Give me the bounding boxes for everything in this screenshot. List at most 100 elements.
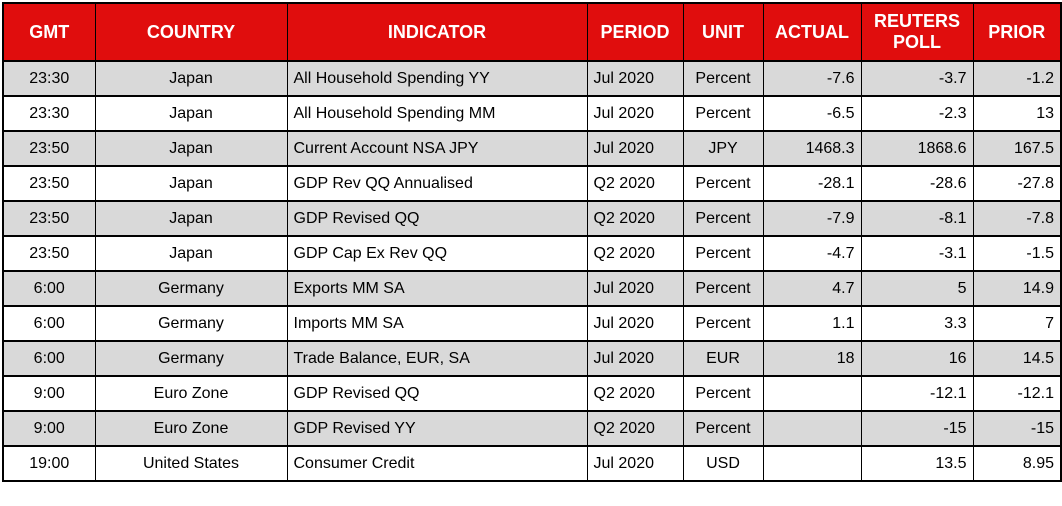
- cell-period: Jul 2020: [586, 130, 684, 167]
- cell-country: Euro Zone: [94, 410, 288, 447]
- cell-prior: 167.5: [972, 130, 1062, 167]
- table-row: 23:50 Japan GDP Revised QQ Q2 2020 Percent -7…: [2, 200, 1062, 237]
- cell-reuters-poll: 1868.6: [860, 130, 974, 167]
- cell-prior: 14.9: [972, 270, 1062, 307]
- cell-gmt: 9:00: [2, 375, 96, 412]
- cell-indicator: All Household Spending MM: [286, 95, 588, 132]
- cell-unit: Percent: [682, 60, 764, 97]
- cell-country: Germany: [94, 340, 288, 377]
- cell-actual: -4.7: [762, 235, 862, 272]
- cell-period: Q2 2020: [586, 165, 684, 202]
- cell-gmt: 23:50: [2, 165, 96, 202]
- cell-prior: 8.95: [972, 445, 1062, 482]
- table-row: 19:00 United States Consumer Credit Jul 202…: [2, 445, 1062, 482]
- cell-country: Germany: [94, 305, 288, 342]
- table-body: 23:30 Japan All Household Spending YY Jul 2…: [2, 60, 1062, 482]
- cell-period: Q2 2020: [586, 410, 684, 447]
- cell-gmt: 6:00: [2, 340, 96, 377]
- table-row: 23:50 Japan Current Account NSA JPY Jul 202…: [2, 130, 1062, 167]
- cell-country: Japan: [94, 130, 288, 167]
- cell-gmt: 23:50: [2, 235, 96, 272]
- cell-indicator: Consumer Credit: [286, 445, 588, 482]
- cell-gmt: 19:00: [2, 445, 96, 482]
- table-row: 23:50 Japan GDP Rev QQ Annualised Q2 2020 Pe…: [2, 165, 1062, 202]
- cell-actual: 4.7: [762, 270, 862, 307]
- cell-unit: Percent: [682, 95, 764, 132]
- cell-actual: [762, 375, 862, 412]
- cell-reuters-poll: -3.1: [860, 235, 974, 272]
- cell-reuters-poll: -12.1: [860, 375, 974, 412]
- cell-actual: [762, 445, 862, 482]
- column-header-unit: UNIT: [682, 2, 764, 62]
- cell-reuters-poll: -15: [860, 410, 974, 447]
- cell-unit: USD: [682, 445, 764, 482]
- cell-prior: -1.2: [972, 60, 1062, 97]
- cell-prior: -1.5: [972, 235, 1062, 272]
- cell-reuters-poll: 5: [860, 270, 974, 307]
- cell-actual: 1.1: [762, 305, 862, 342]
- cell-indicator: Imports MM SA: [286, 305, 588, 342]
- column-header-gmt: GMT: [2, 2, 96, 62]
- cell-gmt: 6:00: [2, 305, 96, 342]
- cell-reuters-poll: 16: [860, 340, 974, 377]
- header-row: GMT COUNTRY INDICATOR PERIOD UNIT ACTUAL…: [2, 2, 1062, 62]
- cell-reuters-poll: -8.1: [860, 200, 974, 237]
- cell-indicator: GDP Revised QQ: [286, 200, 588, 237]
- cell-period: Jul 2020: [586, 270, 684, 307]
- cell-unit: Percent: [682, 270, 764, 307]
- table-row: 9:00 Euro Zone GDP Revised YY Q2 2020 Percen…: [2, 410, 1062, 447]
- cell-period: Jul 2020: [586, 305, 684, 342]
- cell-country: United States: [94, 445, 288, 482]
- cell-country: Germany: [94, 270, 288, 307]
- cell-unit: JPY: [682, 130, 764, 167]
- cell-prior: -15: [972, 410, 1062, 447]
- cell-indicator: Exports MM SA: [286, 270, 588, 307]
- column-header-reuters-poll: REUTERS POLL: [860, 2, 974, 62]
- table-row: 9:00 Euro Zone GDP Revised QQ Q2 2020 Percen…: [2, 375, 1062, 412]
- cell-prior: 13: [972, 95, 1062, 132]
- cell-gmt: 6:00: [2, 270, 96, 307]
- cell-unit: Percent: [682, 165, 764, 202]
- column-header-actual: ACTUAL: [762, 2, 862, 62]
- cell-period: Jul 2020: [586, 60, 684, 97]
- table-row: 23:50 Japan GDP Cap Ex Rev QQ Q2 2020 Percen…: [2, 235, 1062, 272]
- cell-indicator: GDP Cap Ex Rev QQ: [286, 235, 588, 272]
- cell-country: Japan: [94, 235, 288, 272]
- cell-prior: 14.5: [972, 340, 1062, 377]
- cell-reuters-poll: -28.6: [860, 165, 974, 202]
- cell-reuters-poll: -3.7: [860, 60, 974, 97]
- cell-actual: 18: [762, 340, 862, 377]
- cell-indicator: Current Account NSA JPY: [286, 130, 588, 167]
- table-row: 6:00 Germany Trade Balance, EUR, SA Jul 202…: [2, 340, 1062, 377]
- cell-country: Japan: [94, 60, 288, 97]
- cell-period: Q2 2020: [586, 375, 684, 412]
- cell-gmt: 23:30: [2, 95, 96, 132]
- cell-prior: -12.1: [972, 375, 1062, 412]
- cell-country: Euro Zone: [94, 375, 288, 412]
- column-header-country: COUNTRY: [94, 2, 288, 62]
- cell-actual: [762, 410, 862, 447]
- cell-indicator: GDP Revised YY: [286, 410, 588, 447]
- cell-gmt: 23:50: [2, 200, 96, 237]
- cell-period: Jul 2020: [586, 95, 684, 132]
- cell-unit: Percent: [682, 200, 764, 237]
- cell-unit: Percent: [682, 375, 764, 412]
- column-header-indicator: INDICATOR: [286, 2, 588, 62]
- cell-actual: -7.9: [762, 200, 862, 237]
- cell-gmt: 23:30: [2, 60, 96, 97]
- cell-period: Jul 2020: [586, 340, 684, 377]
- cell-period: Jul 2020: [586, 445, 684, 482]
- cell-indicator: GDP Rev QQ Annualised: [286, 165, 588, 202]
- table-row: 6:00 Germany Exports MM SA Jul 2020 Percent 4…: [2, 270, 1062, 307]
- cell-unit: Percent: [682, 235, 764, 272]
- cell-reuters-poll: 3.3: [860, 305, 974, 342]
- table-header: GMT COUNTRY INDICATOR PERIOD UNIT ACTUAL…: [2, 2, 1062, 62]
- cell-period: Q2 2020: [586, 235, 684, 272]
- cell-country: Japan: [94, 95, 288, 132]
- column-header-prior: PRIOR: [972, 2, 1062, 62]
- cell-country: Japan: [94, 200, 288, 237]
- column-header-period: PERIOD: [586, 2, 684, 62]
- cell-unit: Percent: [682, 410, 764, 447]
- economic-calendar-table: GMT COUNTRY INDICATOR PERIOD UNIT ACTUAL…: [2, 2, 1062, 482]
